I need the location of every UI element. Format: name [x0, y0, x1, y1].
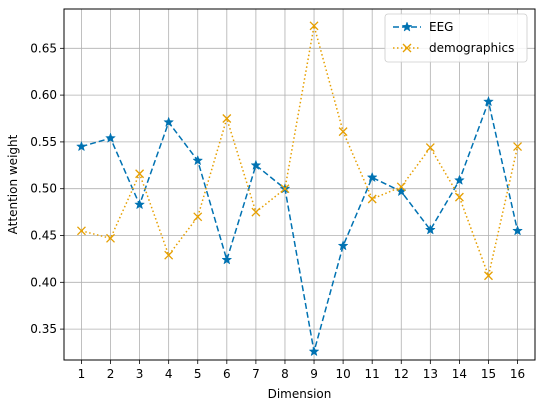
x-marker-stroke [106, 233, 115, 243]
x-marker-stroke [367, 194, 377, 204]
x-tick-label: 8 [281, 367, 289, 381]
x-tick-label: 1 [78, 367, 86, 381]
legend-item: demographics [393, 41, 514, 55]
x-marker [425, 143, 435, 152]
x-marker [164, 250, 174, 260]
x-tick-label: 9 [310, 367, 318, 381]
star-marker [483, 95, 494, 107]
star-marker [76, 140, 87, 152]
x-marker-stroke [396, 182, 406, 192]
x-marker-stroke [338, 127, 348, 137]
x-tick-label: 13 [423, 367, 438, 381]
x-marker-stroke [164, 250, 174, 260]
x-marker [193, 212, 203, 222]
x-marker [222, 114, 232, 123]
y-tick-label: 0.55 [30, 135, 57, 149]
x-marker [135, 169, 145, 179]
x-tick-label: 16 [510, 367, 525, 381]
x-tick-label: 2 [107, 367, 115, 381]
x-marker [338, 127, 348, 137]
star-marker [250, 159, 262, 170]
y-axis-label: Attention weight [6, 134, 20, 234]
x-tick-label: 5 [194, 367, 202, 381]
x-marker [309, 21, 319, 31]
x-tick-label: 4 [165, 367, 173, 381]
y-tick-label: 0.45 [30, 229, 57, 243]
x-axis-label: Dimension [268, 387, 332, 401]
legend: EEG demographics [384, 13, 528, 63]
x-marker-stroke [251, 207, 261, 217]
star-marker [424, 224, 436, 235]
x-marker-stroke [425, 143, 435, 152]
star-marker [163, 116, 175, 127]
x-tick-label: 15 [481, 367, 496, 381]
star-marker [512, 225, 523, 236]
legend-box [384, 13, 528, 63]
x-marker [396, 182, 406, 192]
series-line [81, 25, 519, 279]
x-marker [106, 233, 115, 243]
star-marker [221, 254, 233, 265]
x-tick-label: 3 [136, 367, 144, 381]
x-marker [251, 207, 261, 217]
x-marker-stroke [513, 142, 523, 152]
series-line [81, 99, 519, 352]
x-marker [454, 192, 464, 202]
y-tick-label: 0.40 [30, 275, 57, 289]
x-marker-stroke [402, 43, 412, 53]
x-marker-stroke [135, 169, 145, 179]
grid [64, 9, 535, 360]
x-marker-stroke [454, 192, 464, 202]
star-marker [401, 21, 413, 32]
x-marker-stroke [280, 184, 290, 194]
y-axis: 0.35 0.40 0.45 0.50 0.55 0.60 0.65 [30, 41, 64, 336]
star-marker [366, 171, 378, 183]
star-marker [192, 154, 204, 166]
x-tick-label: 7 [252, 367, 260, 381]
x-tick-label: 11 [365, 367, 380, 381]
y-tick-label: 0.50 [30, 182, 57, 196]
legend-item: EEG [393, 20, 453, 34]
x-tick-label: 10 [335, 367, 350, 381]
x-marker-stroke [193, 212, 203, 222]
star-marker [337, 240, 349, 251]
legend-label: demographics [429, 41, 514, 55]
x-marker [484, 271, 493, 281]
x-tick-label: 14 [452, 367, 467, 381]
x-marker [402, 43, 412, 53]
star-marker [308, 345, 320, 357]
x-marker [280, 184, 290, 194]
x-marker-stroke [76, 226, 86, 236]
star-marker [453, 174, 465, 185]
plot-frame [63, 8, 536, 361]
legend-label: EEG [429, 20, 453, 34]
y-tick-label: 0.65 [30, 41, 57, 55]
star-marker [134, 198, 146, 210]
x-tick-label: 12 [394, 367, 409, 381]
y-tick-label: 0.35 [30, 322, 57, 336]
x-axis: 1 2 3 4 5 6 7 8 9 10 11 12 13 14 15 16 [78, 360, 525, 381]
x-marker [367, 194, 377, 204]
x-marker [513, 142, 523, 152]
series-demographics [76, 21, 523, 281]
x-marker-stroke [309, 21, 319, 31]
x-marker-stroke [484, 271, 493, 281]
y-tick-label: 0.60 [30, 88, 57, 102]
x-marker-stroke [222, 114, 232, 123]
series-layer [76, 21, 523, 357]
x-marker [76, 226, 86, 236]
star-marker [105, 132, 116, 143]
x-tick-label: 6 [223, 367, 231, 381]
